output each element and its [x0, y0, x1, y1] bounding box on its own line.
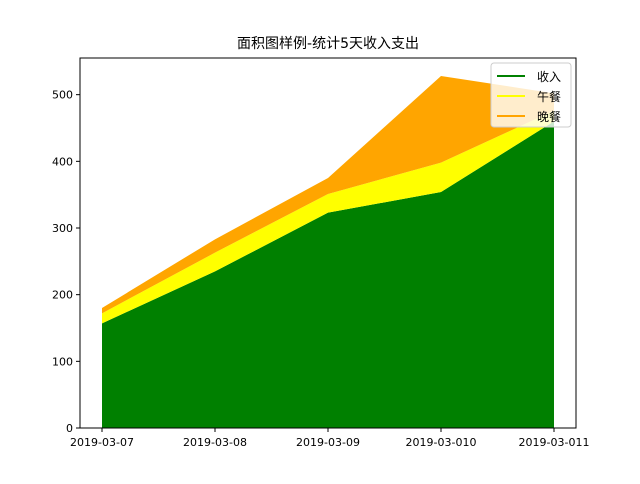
legend-label-0: 收入	[537, 70, 561, 84]
area-series-1	[102, 110, 554, 324]
x-tick-label-4: 2019-03-011	[519, 436, 590, 449]
x-tick-label-1: 2019-03-08	[183, 436, 247, 449]
x-tick-label-2: 2019-03-09	[296, 436, 360, 449]
y-tick-label-2: 200	[52, 289, 73, 302]
area-series-0	[102, 121, 554, 428]
chart-title: 面积图样例-统计5天收入支出	[237, 36, 419, 52]
y-tick-label-4: 400	[52, 155, 73, 168]
area-series-2	[102, 76, 554, 314]
y-tick-label-0: 0	[66, 422, 73, 435]
x-tick-label-0: 2019-03-07	[70, 436, 134, 449]
y-tick-label-1: 100	[52, 355, 73, 368]
legend-label-1: 午餐	[537, 89, 561, 104]
legend-label-2: 晚餐	[537, 109, 561, 124]
legend-box	[490, 62, 572, 128]
x-tick-label-3: 2019-03-010	[406, 436, 477, 449]
axes-layer: 0 100 200 300 400 500 2019-03-07 2019-03-08 2019…	[52, 57, 590, 449]
areas-layer	[102, 76, 554, 428]
y-tick-label-5: 500	[52, 89, 73, 102]
y-tick-label-3: 300	[52, 222, 73, 235]
